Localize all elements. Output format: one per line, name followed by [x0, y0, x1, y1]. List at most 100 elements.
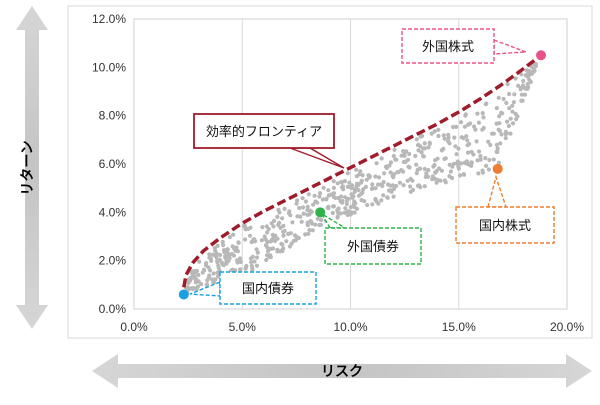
portfolio-point — [518, 87, 523, 92]
portfolio-point — [491, 157, 496, 162]
portfolio-point — [223, 256, 228, 261]
portfolio-point — [296, 235, 301, 241]
portfolio-point — [457, 173, 463, 178]
portfolio-point — [399, 153, 404, 158]
portfolio-point — [514, 117, 519, 122]
portfolio-point — [317, 222, 322, 228]
portfolio-point — [414, 137, 419, 142]
portfolio-point — [494, 106, 499, 111]
portfolio-point — [494, 121, 499, 126]
callout-domestic-stocks: 国内株式 — [455, 174, 555, 244]
portfolio-point — [405, 178, 410, 183]
asset-point — [178, 289, 189, 300]
portfolio-point — [401, 183, 406, 188]
portfolio-point — [213, 277, 218, 282]
portfolio-point — [385, 195, 390, 200]
portfolio-point — [501, 96, 506, 102]
portfolio-point — [354, 206, 360, 211]
portfolio-point — [401, 149, 406, 154]
y-tick-label: 6.0% — [99, 157, 127, 171]
portfolio-point — [462, 124, 467, 129]
portfolio-point — [324, 196, 329, 201]
portfolio-point — [353, 201, 358, 206]
portfolio-point — [318, 217, 323, 222]
portfolio-point — [504, 100, 509, 106]
portfolio-point — [206, 275, 211, 280]
portfolio-point — [320, 197, 325, 202]
portfolio-point — [251, 237, 256, 242]
portfolio-point — [356, 182, 361, 188]
portfolio-point — [207, 252, 212, 257]
portfolio-point — [407, 165, 412, 170]
portfolio-point — [280, 216, 285, 221]
portfolio-point — [224, 261, 229, 266]
portfolio-point — [186, 277, 191, 282]
portfolio-point — [426, 145, 431, 150]
callout-foreign-bonds-label: 外国債券 — [347, 239, 399, 255]
portfolio-point — [422, 141, 427, 146]
portfolio-point — [476, 171, 481, 176]
portfolio-point — [208, 268, 213, 273]
portfolio-point — [462, 172, 467, 177]
portfolio-point — [533, 63, 539, 69]
portfolio-point — [465, 138, 470, 143]
portfolio-point — [436, 127, 441, 132]
callout-foreign-bonds: 外国債券 — [321, 213, 422, 265]
chart-frame — [67, 5, 593, 339]
portfolio-point — [210, 252, 215, 257]
portfolio-point — [373, 174, 378, 179]
portfolio-point — [504, 131, 509, 136]
portfolio-point — [312, 193, 317, 198]
portfolio-point — [478, 154, 483, 159]
portfolio-point — [418, 144, 423, 149]
portfolio-point — [432, 129, 437, 134]
portfolio-point — [503, 136, 508, 141]
portfolio-point — [483, 156, 488, 161]
portfolio-point — [406, 157, 411, 162]
portfolio-point — [510, 103, 515, 108]
portfolio-point — [254, 263, 259, 268]
portfolio-point — [464, 161, 469, 166]
portfolio-point — [442, 136, 447, 141]
portfolio-point — [477, 149, 482, 154]
portfolio-point — [439, 168, 444, 173]
portfolio-point — [394, 183, 399, 189]
portfolio-point — [494, 142, 499, 147]
portfolio-point — [331, 185, 336, 190]
portfolio-point — [225, 251, 230, 256]
portfolio-point — [528, 79, 533, 85]
portfolio-point — [280, 242, 285, 247]
portfolio-point — [264, 257, 269, 263]
portfolio-point — [254, 247, 259, 252]
portfolio-point — [360, 190, 365, 195]
portfolio-point — [456, 146, 461, 151]
portfolio-point — [525, 72, 530, 77]
portfolio-point — [361, 187, 366, 192]
portfolio-point — [382, 171, 387, 176]
y-tick-label: 10.0% — [92, 60, 126, 74]
portfolio-point — [408, 184, 413, 189]
portfolio-point — [260, 225, 265, 230]
portfolio-point — [416, 148, 421, 153]
portfolio-point — [443, 156, 448, 161]
portfolio-point — [335, 181, 340, 186]
portfolio-point — [497, 114, 502, 119]
portfolio-point — [266, 254, 272, 259]
callout-foreign-stocks: 外国株式 — [401, 28, 527, 64]
portfolio-point — [401, 159, 406, 165]
portfolio-point — [210, 277, 215, 282]
portfolio-point — [505, 82, 510, 87]
portfolio-point — [301, 211, 306, 216]
portfolio-point — [243, 266, 248, 271]
portfolio-point — [201, 267, 206, 272]
portfolio-point — [199, 282, 204, 287]
portfolio-point — [318, 191, 323, 196]
portfolio-point — [516, 83, 521, 88]
y-tick-label: 8.0% — [99, 109, 127, 123]
portfolio-point — [421, 154, 426, 159]
portfolio-point — [330, 210, 335, 216]
portfolio-point — [511, 100, 516, 105]
portfolio-point — [419, 150, 424, 155]
portfolio-point — [431, 164, 436, 169]
portfolio-point — [288, 231, 293, 236]
